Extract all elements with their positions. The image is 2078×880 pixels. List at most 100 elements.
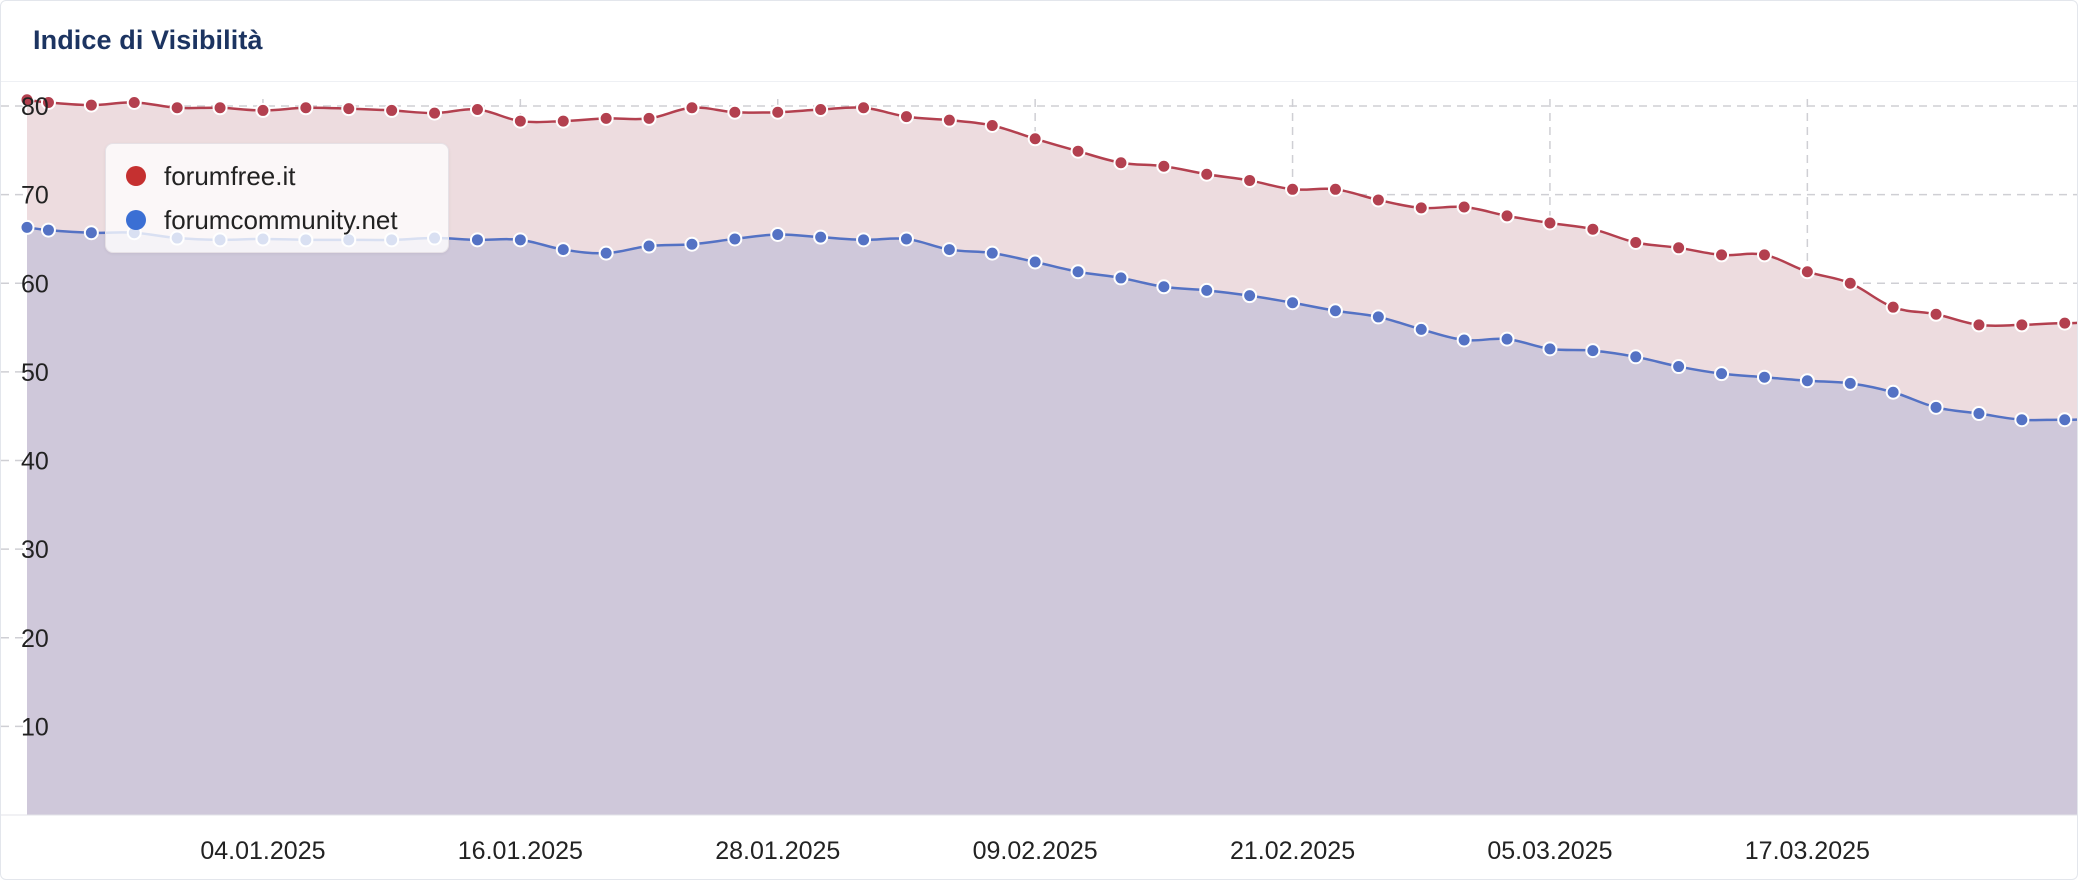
- data-point: [813, 229, 829, 245]
- data-point: [1971, 317, 1987, 333]
- data-point: [40, 222, 56, 238]
- y-tick-label: 70: [21, 182, 49, 210]
- legend-marker-series2: [126, 210, 146, 230]
- data-point: [1156, 158, 1172, 174]
- data-point: [1499, 331, 1515, 347]
- data-point: [512, 232, 528, 248]
- data-point: [856, 100, 872, 116]
- data-point: [19, 92, 35, 108]
- data-point: [469, 232, 485, 248]
- data-point: [1671, 359, 1687, 375]
- data-point: [1070, 264, 1086, 280]
- x-tick-label: 17.03.2025: [1745, 837, 1870, 865]
- data-point: [1971, 406, 1987, 422]
- data-point: [598, 245, 614, 261]
- data-point: [1714, 247, 1730, 263]
- data-point: [169, 100, 185, 116]
- data-point: [1070, 143, 1086, 159]
- legend-marker-series1: [126, 166, 146, 186]
- y-tick-label: 60: [21, 270, 49, 298]
- data-point: [598, 110, 614, 126]
- data-point: [684, 100, 700, 116]
- legend-label-series1: forumfree.it: [164, 160, 296, 191]
- data-point: [1413, 200, 1429, 216]
- data-point: [1714, 366, 1730, 382]
- data-point: [684, 236, 700, 252]
- data-point: [1842, 375, 1858, 391]
- y-tick-label: 10: [21, 713, 49, 741]
- data-point: [1585, 343, 1601, 359]
- chart-title: Indice di Visibilità: [33, 25, 263, 55]
- data-point: [83, 97, 99, 113]
- data-point: [40, 94, 56, 110]
- data-point: [1199, 282, 1215, 298]
- card-header: Indice di Visibilità: [1, 1, 2077, 82]
- data-point: [813, 102, 829, 118]
- data-point: [1542, 341, 1558, 357]
- data-point: [1928, 306, 1944, 322]
- data-point: [2014, 412, 2030, 428]
- data-point: [1285, 181, 1301, 197]
- y-tick-label: 30: [21, 536, 49, 564]
- y-tick-label: 40: [21, 448, 49, 476]
- data-point: [1928, 399, 1944, 415]
- data-point: [255, 102, 271, 118]
- data-point: [1756, 247, 1772, 263]
- legend-label-series2: forumcommunity.net: [164, 204, 398, 235]
- data-point: [1628, 234, 1644, 250]
- data-point: [1413, 321, 1429, 337]
- data-point: [984, 117, 1000, 133]
- data-point: [770, 227, 786, 243]
- data-point: [1885, 384, 1901, 400]
- data-point: [2057, 315, 2073, 331]
- data-point: [427, 105, 443, 121]
- data-point: [1799, 264, 1815, 280]
- x-tick-label: 05.03.2025: [1487, 837, 1612, 865]
- data-point: [1242, 172, 1258, 188]
- data-point: [19, 219, 35, 235]
- data-point: [1327, 181, 1343, 197]
- data-point: [469, 102, 485, 118]
- data-point: [641, 238, 657, 254]
- x-tick-label: 21.02.2025: [1230, 837, 1355, 865]
- data-point: [298, 100, 314, 116]
- data-point: [727, 104, 743, 120]
- data-point: [555, 242, 571, 258]
- legend-item-series1[interactable]: forumfree.it: [126, 158, 296, 194]
- data-point: [1327, 303, 1343, 319]
- data-point: [898, 109, 914, 125]
- data-point: [1799, 373, 1815, 389]
- data-point: [898, 231, 914, 247]
- data-point: [727, 231, 743, 247]
- y-tick-label: 20: [21, 625, 49, 653]
- data-point: [1027, 254, 1043, 270]
- data-point: [341, 101, 357, 117]
- x-tick-label: 16.01.2025: [458, 837, 583, 865]
- data-point: [856, 232, 872, 248]
- data-point: [984, 245, 1000, 261]
- data-point: [641, 110, 657, 126]
- data-point: [1542, 215, 1558, 231]
- data-point: [1285, 295, 1301, 311]
- legend-item-series2[interactable]: forumcommunity.net: [126, 202, 398, 238]
- data-point: [83, 225, 99, 241]
- data-point: [212, 100, 228, 116]
- x-tick-label: 09.02.2025: [973, 837, 1098, 865]
- data-point: [512, 113, 528, 129]
- x-tick-label: 04.01.2025: [200, 837, 325, 865]
- data-point: [1456, 199, 1472, 215]
- data-point: [1585, 221, 1601, 237]
- data-point: [2057, 412, 2073, 428]
- data-point: [1370, 309, 1386, 325]
- data-point: [1370, 192, 1386, 208]
- data-point: [126, 94, 142, 110]
- data-point: [770, 104, 786, 120]
- data-point: [1456, 332, 1472, 348]
- data-point: [1156, 279, 1172, 295]
- data-point: [941, 242, 957, 258]
- data-point: [1499, 208, 1515, 224]
- area-2: [27, 227, 2077, 815]
- data-point: [555, 113, 571, 129]
